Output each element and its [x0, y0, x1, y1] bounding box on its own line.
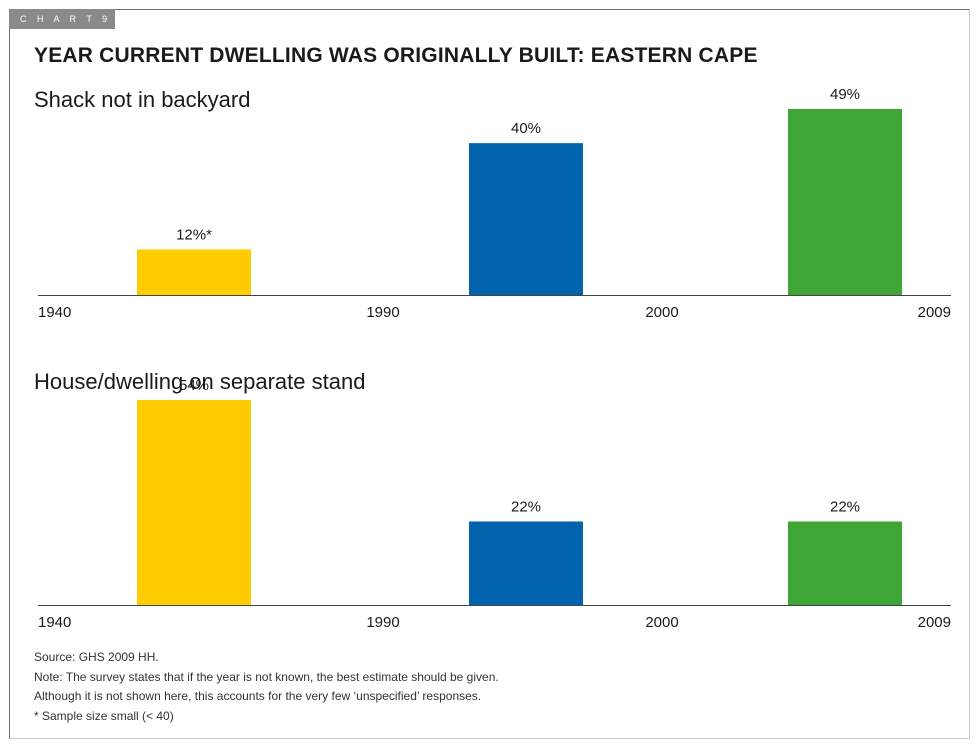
unspecified-note: Although it is not shown here, this acco…: [34, 689, 482, 703]
source-note: Source: GHS 2009 HH.: [34, 650, 159, 664]
bar-value-label: 22%: [830, 498, 860, 515]
chart-title: YEAR CURRENT DWELLING WAS ORIGINALLY BUI…: [34, 44, 758, 67]
x-tick-label: 1940: [38, 304, 71, 321]
bar-1-1: [137, 249, 251, 295]
bar-1-2: [469, 143, 583, 295]
x-tick-label: 2000: [645, 304, 678, 321]
survey-note: Note: The survey states that if the year…: [34, 669, 499, 684]
chart-frame: [9, 9, 970, 739]
x-tick-label: 2000: [645, 614, 678, 631]
notes-block: Source: GHS 2009 HH. Note: The survey st…: [34, 648, 499, 726]
bar-2-1: [137, 400, 251, 605]
x-tick-label: 2009: [918, 304, 951, 321]
bar-value-label: 40%: [511, 120, 541, 137]
bar-2-3: [788, 521, 902, 605]
bar-value-label: 49%: [830, 86, 860, 103]
bar-value-label: 54%: [179, 377, 209, 394]
bar-2-2: [469, 521, 583, 605]
bar-value-label: 12%*: [176, 226, 212, 243]
panel-title-shack: Shack not in backyard: [34, 87, 251, 112]
bar-1-3: [788, 108, 902, 296]
x-tick-label: 1940: [38, 614, 71, 631]
x-tick-label: 1990: [366, 614, 399, 631]
x-tick-label: 1990: [366, 304, 399, 321]
chart-number-tab: C H A R T 9: [9, 9, 115, 29]
sample-size-note: * Sample size small (< 40): [34, 708, 174, 723]
panel-title-house: House/dwelling on separate stand: [34, 369, 366, 394]
bar-value-label: 22%: [511, 498, 541, 515]
x-tick-label: 2009: [918, 614, 951, 631]
